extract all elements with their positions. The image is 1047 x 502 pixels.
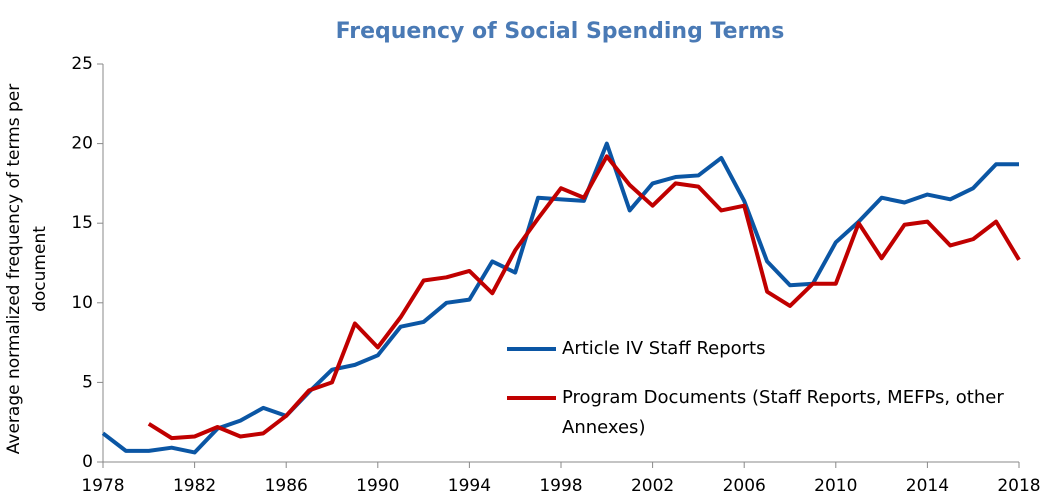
x-tick-label: 2006 xyxy=(723,476,766,496)
line-series xyxy=(101,141,1019,455)
line-series xyxy=(147,154,1021,441)
x-tick-label: 1994 xyxy=(448,476,491,496)
legend-label: Program Documents (Staff Reports, MEFPs,… xyxy=(562,387,1004,438)
x-tick-label: 2018 xyxy=(997,476,1040,496)
y-tick-label: 10 xyxy=(71,293,93,313)
y-tick-label: 0 xyxy=(82,452,93,472)
x-tick-label: 2010 xyxy=(814,476,857,496)
y-tick-label: 15 xyxy=(71,213,93,233)
x-tick-label: 2014 xyxy=(906,476,949,496)
x-tick-label: 1990 xyxy=(356,476,399,496)
x-tick-label: 2002 xyxy=(631,476,674,496)
y-tick-label: 25 xyxy=(71,54,93,74)
x-tick-label: 1986 xyxy=(265,476,308,496)
legend-label: Article IV Staff Reports xyxy=(562,338,766,359)
x-tick-label: 1978 xyxy=(81,476,124,496)
x-tick-label: 1998 xyxy=(539,476,582,496)
chart-title: Frequency of Social Spending Terms xyxy=(336,19,785,44)
y-tick-label: 20 xyxy=(71,134,93,154)
x-tick-label: 1982 xyxy=(173,476,216,496)
y-tick-label: 5 xyxy=(82,372,93,392)
y-axis-label: Average normalized frequency of terms pe… xyxy=(4,83,50,455)
